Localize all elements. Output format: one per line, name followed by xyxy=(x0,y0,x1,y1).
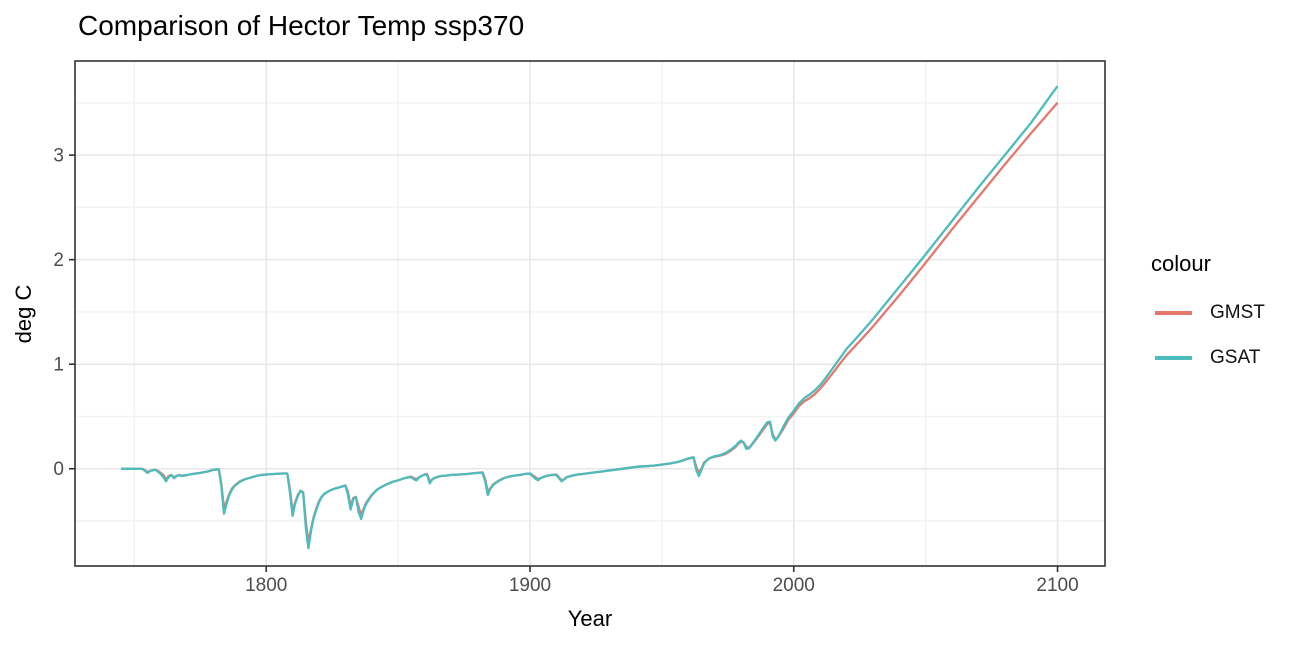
x-tick-label: 1900 xyxy=(509,575,551,596)
x-tick-label: 2000 xyxy=(773,575,815,596)
series-line-gsat xyxy=(121,85,1059,550)
x-axis-title: Year xyxy=(567,606,613,631)
legend-key-gsat-icon xyxy=(1155,356,1192,360)
panel-background xyxy=(75,61,1105,566)
y-tick-label: 0 xyxy=(53,459,64,480)
y-tick-label: 2 xyxy=(53,250,64,271)
x-tick-label: 1800 xyxy=(245,575,287,596)
legend-label-gmst: GMST xyxy=(1210,302,1265,323)
plot-title: Comparison of Hector Temp ssp370 xyxy=(78,10,525,41)
legend-key-gmst-icon xyxy=(1155,311,1192,315)
legend-entry-gsat: GSAT xyxy=(1155,347,1260,369)
legend-entry-gmst: GMST xyxy=(1155,302,1265,324)
x-tick-label: 2100 xyxy=(1036,575,1078,596)
y-tick-label: 3 xyxy=(53,146,64,167)
legend-label-gsat: GSAT xyxy=(1210,347,1261,368)
panel-border xyxy=(74,60,1106,567)
legend-title: colour xyxy=(1151,251,1211,276)
y-tick-label: 1 xyxy=(53,355,64,376)
